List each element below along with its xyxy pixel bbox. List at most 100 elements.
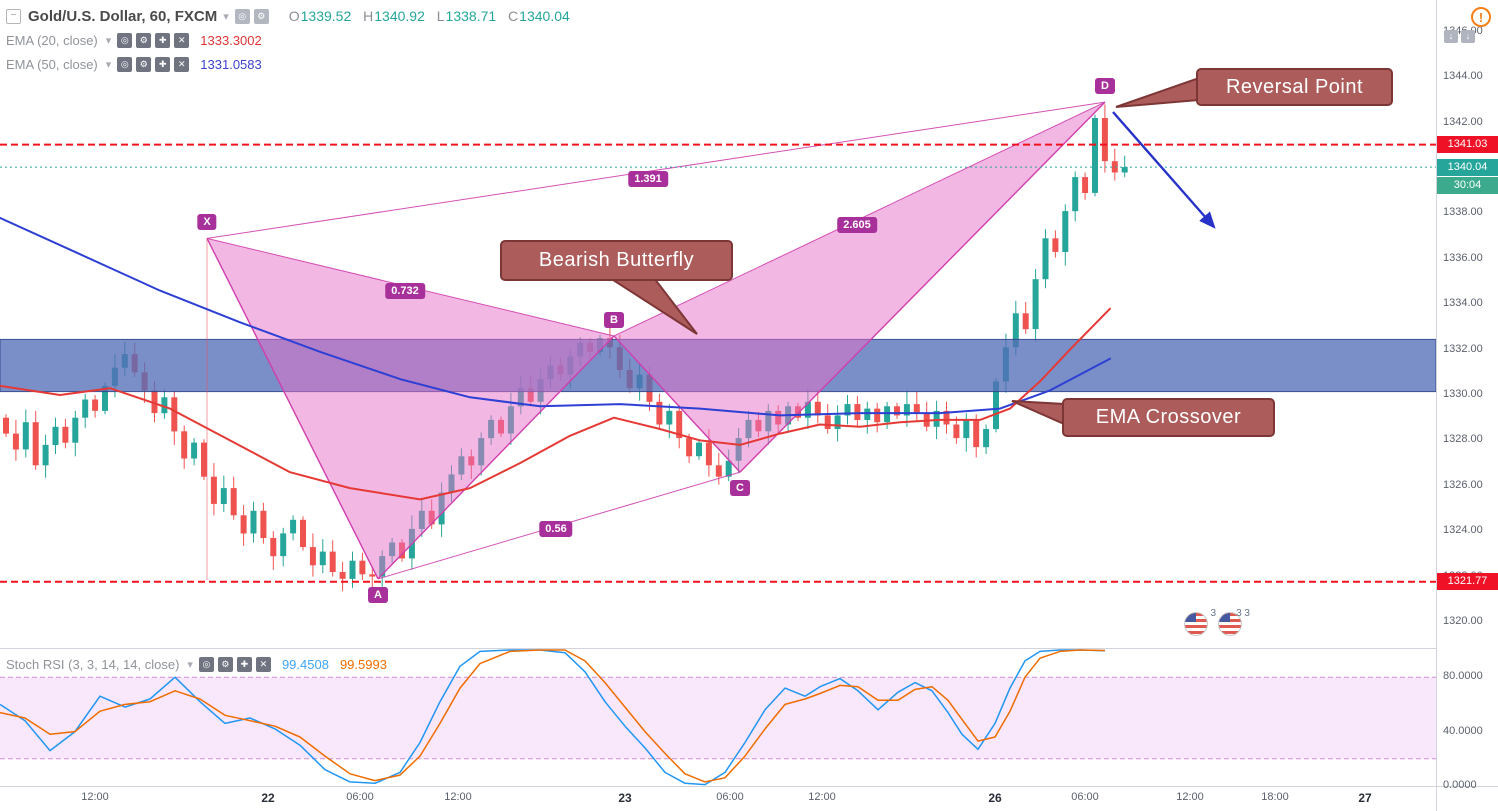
close-icon[interactable]: ✕ xyxy=(174,56,190,72)
stoch-tick-label: 40.0000 xyxy=(1443,724,1483,737)
time-axis-label: 12:00 xyxy=(444,791,472,803)
indicator-value-ema20: 1333.3002 xyxy=(200,32,262,48)
visibility-icon[interactable]: ◎ xyxy=(198,656,214,672)
pattern-point-c[interactable]: C xyxy=(730,480,750,497)
flag-badge[interactable]: 3 3 xyxy=(1218,608,1250,641)
pattern-point-b[interactable]: B xyxy=(604,311,624,328)
symbol-row: − Gold/U.S. Dollar, 60, FXCM ▾ ◎ ⚙ O1339… xyxy=(6,4,570,28)
indicator-label-stoch-rsi[interactable]: Stoch RSI (3, 3, 14, 14, close) xyxy=(6,656,180,672)
add-icon[interactable]: ✚ xyxy=(155,32,171,48)
chevron-down-icon[interactable]: ▾ xyxy=(187,658,193,671)
price-tag[interactable]: 1340.04 xyxy=(1437,158,1498,176)
us-flag-icon xyxy=(1218,612,1242,636)
low-label: L xyxy=(436,8,445,24)
settings-icon[interactable]: ⚙ xyxy=(217,656,233,672)
visibility-icon[interactable]: ◎ xyxy=(117,32,133,48)
settings-icon[interactable]: ⚙ xyxy=(136,56,152,72)
high-value: 1340.92 xyxy=(374,8,425,24)
stoch-legend: Stoch RSI (3, 3, 14, 14, close) ▾ ◎ ⚙ ✚ … xyxy=(6,652,387,676)
ohlc-readout: O1339.52 H1340.92 L1338.71 C1340.04 xyxy=(281,8,570,24)
collapse-panel-icon[interactable]: ↓ xyxy=(1444,30,1458,43)
close-value: 1340.04 xyxy=(519,8,570,24)
stoch-k-value: 99.4508 xyxy=(281,656,329,672)
pattern-ratio-label[interactable]: 2.605 xyxy=(837,216,877,233)
annotation-ema-crossover[interactable]: EMA Crossover xyxy=(1062,398,1275,437)
stoch-tick-label: 0.0000 xyxy=(1443,779,1477,791)
panel-buttons: ↓ ↓ xyxy=(1444,30,1475,43)
symbol-title[interactable]: Gold/U.S. Dollar, 60, FXCM xyxy=(28,7,218,25)
annotation-bearish-butterfly[interactable]: Bearish Butterfly xyxy=(500,240,733,281)
time-axis-label: 18:00 xyxy=(1261,791,1289,803)
price-tag[interactable]: 1341.03 xyxy=(1437,136,1498,154)
price-tick-label: 1330.00 xyxy=(1443,387,1483,400)
time-axis-label: 06:00 xyxy=(346,791,374,803)
time-axis-label: 23 xyxy=(618,791,632,805)
bar-countdown-tag[interactable]: 30:04 xyxy=(1437,176,1498,194)
chart-overlay: X A B C D 1.391 0.732 2.605 0.56 xyxy=(197,78,1115,603)
price-tick-label: 1344.00 xyxy=(1443,70,1483,83)
indicator-row-ema50: EMA (50, close) ▾ ◎ ⚙ ✚ ✕ 1331.0583 xyxy=(6,52,570,76)
time-axis-separator xyxy=(0,786,1498,787)
open-label: O xyxy=(288,8,300,24)
price-tick-label: 1328.00 xyxy=(1443,433,1483,446)
price-tick-label: 1334.00 xyxy=(1443,297,1483,310)
high-label: H xyxy=(363,8,374,24)
annotation-reversal-point[interactable]: Reversal Point xyxy=(1196,68,1393,106)
price-tick-label: 1336.00 xyxy=(1443,251,1483,264)
stoch-tick-label: 80.0000 xyxy=(1443,670,1483,683)
time-axis-label: 06:00 xyxy=(1071,791,1099,803)
visibility-icon[interactable]: ◎ xyxy=(117,56,133,72)
indicator-row-stoch-rsi: Stoch RSI (3, 3, 14, 14, close) ▾ ◎ ⚙ ✚ … xyxy=(6,652,387,676)
time-axis[interactable]: 12:00 22 06:00 12:00 23 06:00 12:00 26 06:00 12:0… xyxy=(0,787,1436,811)
price-tick-label: 1320.00 xyxy=(1443,614,1483,627)
price-tick-label: 1326.00 xyxy=(1443,478,1483,491)
time-axis-label: 22 xyxy=(261,791,275,805)
price-axis[interactable]: 1346.001344.001342.001340.001338.001336.… xyxy=(1437,0,1498,791)
pattern-ratio-label[interactable]: 0.732 xyxy=(385,282,425,299)
open-value: 1339.52 xyxy=(300,8,352,24)
indicator-label-ema20[interactable]: EMA (20, close) xyxy=(6,32,98,48)
pattern-ratio-label[interactable]: 0.56 xyxy=(539,520,573,537)
time-axis-label: 27 xyxy=(1358,791,1372,805)
flag-badge[interactable]: 3 xyxy=(1184,608,1216,641)
settings-icon[interactable]: ⚙ xyxy=(253,8,269,24)
pane-separator[interactable] xyxy=(0,648,1498,649)
close-icon[interactable]: ✕ xyxy=(255,656,271,672)
indicator-row-ema20: EMA (20, close) ▾ ◎ ⚙ ✚ ✕ 1333.3002 xyxy=(6,28,570,52)
price-tick-label: 1324.00 xyxy=(1443,524,1483,537)
chevron-down-icon[interactable]: ▾ xyxy=(105,58,112,71)
pattern-point-a[interactable]: A xyxy=(368,586,388,603)
time-axis-label: 12:00 xyxy=(81,791,109,803)
idea-flags[interactable]: 3 3 3 xyxy=(1184,608,1250,641)
us-flag-icon xyxy=(1184,612,1208,636)
indicator-label-ema50[interactable]: EMA (50, close) xyxy=(6,56,98,72)
alert-icon[interactable]: ! xyxy=(1471,7,1491,27)
price-tick-label: 1342.00 xyxy=(1443,115,1483,128)
chevron-down-icon[interactable]: ▾ xyxy=(223,10,229,23)
low-value: 1338.71 xyxy=(445,8,497,24)
stoch-d-value: 99.5993 xyxy=(339,656,387,672)
price-tag[interactable]: 1321.77 xyxy=(1437,573,1498,591)
price-tick-label: 1338.00 xyxy=(1443,206,1483,219)
add-icon[interactable]: ✚ xyxy=(155,56,171,72)
pattern-point-x[interactable]: X xyxy=(197,214,217,231)
time-axis-label: 12:00 xyxy=(808,791,836,803)
pattern-point-d[interactable]: D xyxy=(1095,78,1115,95)
chart-canvas[interactable] xyxy=(0,0,1436,786)
indicator-value-ema50: 1331.0583 xyxy=(200,56,262,72)
pattern-ratio-label[interactable]: 1.391 xyxy=(628,171,668,188)
axis-separator xyxy=(1436,0,1437,811)
add-icon[interactable]: ✚ xyxy=(236,656,252,672)
collapse-panel-icon[interactable]: ↓ xyxy=(1461,30,1475,43)
visibility-icon[interactable]: ◎ xyxy=(234,8,250,24)
settings-icon[interactable]: ⚙ xyxy=(136,32,152,48)
chevron-down-icon[interactable]: ▾ xyxy=(105,34,112,47)
close-icon[interactable]: ✕ xyxy=(174,32,190,48)
time-axis-label: 06:00 xyxy=(716,791,744,803)
collapse-legend-icon[interactable]: − xyxy=(6,8,21,24)
close-label: C xyxy=(508,8,519,24)
flag-count: 3 xyxy=(1210,608,1216,619)
time-axis-label: 12:00 xyxy=(1176,791,1204,803)
price-tick-label: 1332.00 xyxy=(1443,342,1483,355)
